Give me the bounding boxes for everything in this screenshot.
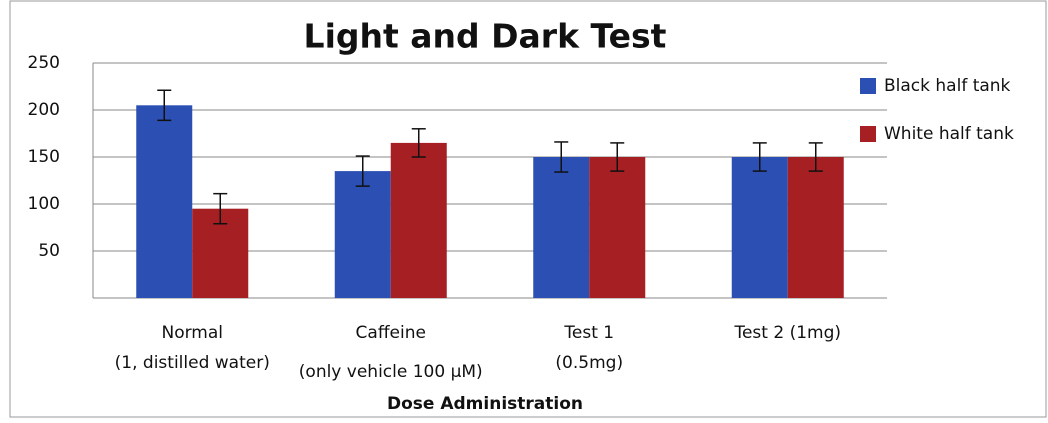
- x-tick-label: (0.5mg): [555, 353, 623, 373]
- y-tick-label: 50: [38, 241, 60, 261]
- chart-title: Light and Dark Test: [304, 17, 667, 56]
- x-tick-label: Caffeine: [356, 323, 426, 343]
- bar: [589, 157, 646, 298]
- x-tick-label: (1, distilled water): [115, 353, 270, 373]
- legend-label: White half tank: [884, 124, 1014, 144]
- x-tick-label: Normal: [161, 323, 223, 343]
- bar: [731, 157, 788, 298]
- legend-swatch: [860, 126, 876, 142]
- bar: [390, 142, 447, 298]
- legend-label: Black half tank: [884, 76, 1011, 96]
- x-tick-label: Test 1: [563, 323, 614, 343]
- x-tick-label: (only vehicle 100 µM): [299, 362, 483, 382]
- x-tick-label: Test 2 (1mg): [733, 323, 841, 343]
- y-tick-label: 200: [28, 100, 60, 120]
- y-tick-label: 100: [28, 194, 60, 214]
- bar: [787, 157, 844, 298]
- bar: [136, 105, 193, 298]
- y-tick-label: 150: [28, 147, 60, 167]
- x-axis-label: Dose Administration: [387, 394, 583, 414]
- bar: [334, 171, 391, 298]
- bar: [533, 157, 590, 298]
- y-tick-label: 250: [28, 53, 60, 73]
- legend-swatch: [860, 78, 876, 94]
